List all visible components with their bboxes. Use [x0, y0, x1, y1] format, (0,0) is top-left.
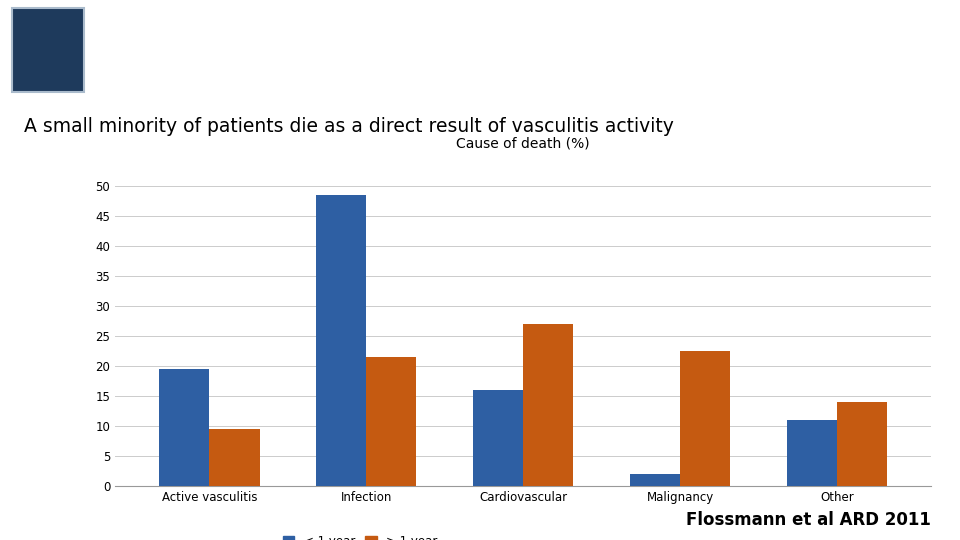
Bar [367, 357, 417, 486]
Text: Flossmann et al ARD 2011: Flossmann et al ARD 2011 [686, 511, 931, 529]
Bar [316, 195, 367, 486]
Bar [473, 390, 523, 486]
Legend: < 1 year, > 1 year: < 1 year, > 1 year [278, 530, 442, 540]
Bar [787, 420, 837, 486]
Bar [680, 351, 731, 486]
Bar [209, 429, 259, 486]
Bar [837, 402, 887, 486]
Bar [12, 8, 84, 92]
Bar [630, 474, 680, 486]
Title: Cause of death (%): Cause of death (%) [456, 137, 590, 151]
Text: of Glasgow: of Glasgow [101, 60, 222, 79]
Bar [159, 369, 209, 486]
Text: A small minority of patients die as a direct result of vasculitis activity: A small minority of patients die as a di… [24, 117, 674, 136]
Bar [523, 324, 573, 486]
Text: University: University [101, 24, 213, 43]
